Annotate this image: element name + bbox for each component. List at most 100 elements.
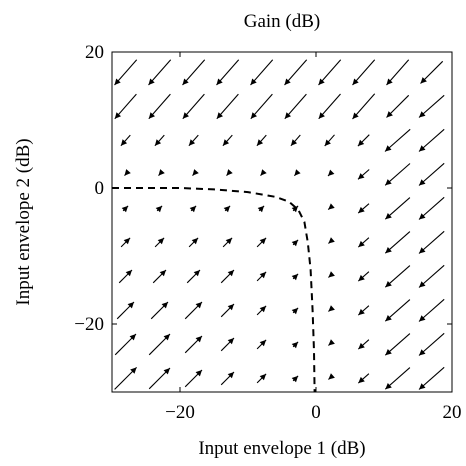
quiver-arrow [257,205,265,213]
quiver-arrow [120,134,131,147]
arrow-head [328,305,335,312]
quiver-arrow [148,93,171,120]
y-axis-label: Input envelope 2 (dB) [13,138,34,305]
quiver-arrow [384,367,411,390]
quiver-arrow [418,230,445,254]
y-tick-label-1: 0 [95,178,105,199]
quiver-arrow [256,237,267,248]
tick-labels: −20 0 20 −20 0 20 [74,42,461,423]
arrow-head [385,383,392,390]
quiver-arrow [220,269,235,284]
quiver-arrow [124,169,131,176]
quiver-arrow [293,169,301,177]
quiver-arrow [418,94,445,118]
quiver-arrow [420,60,444,84]
arrow-head [256,139,264,146]
arrow-head [386,111,393,118]
quiver-arrow [352,59,376,86]
quiver-arrow [184,301,203,320]
quiver-arrow [357,169,370,180]
arrow-head [358,342,365,350]
quiver-arrow [182,59,206,86]
arrow-head [352,78,359,85]
quiver-arrow [148,333,171,356]
arrow-head [120,139,128,146]
quiver-arrow [357,237,370,248]
quiver-arrow [116,301,135,320]
quiver-arrow [384,333,411,356]
arrow-head [291,239,299,247]
quiver-arrow [328,271,335,278]
arrow-field [114,59,445,390]
quiver-arrow [318,59,342,86]
quiver-arrow [327,203,335,211]
quiver-arrow [328,373,335,380]
quiver-arrow [291,205,299,213]
quiver-arrow [384,265,411,288]
arrow-head [259,271,267,279]
quiver-arrow [290,134,301,147]
arrow-head [419,315,426,322]
quiver-arrow [357,305,370,316]
arrow-head [226,169,233,176]
quiver-arrow [352,93,376,120]
quiver-arrow [114,93,137,120]
arrow-head [328,237,335,244]
quiver-arrow [256,271,267,282]
arrow-head [195,336,202,343]
arrow-head [294,169,301,176]
chart-title: Gain (dB) [244,11,321,32]
arrow-head [223,205,231,213]
arrow-head [385,281,392,288]
arrow-head [195,302,202,309]
arrow-head [284,112,291,119]
arrow-head [291,205,299,213]
arrow-head [157,237,165,245]
arrow-head [385,179,392,186]
plot-area [111,51,453,393]
arrow-head [357,139,365,147]
quiver-arrow [154,237,165,248]
quiver-arrow [216,59,240,86]
quiver-arrow [256,305,267,316]
arrow-head [216,112,223,119]
arrow-head [291,375,299,383]
quiver-arrow [216,93,239,120]
quiver-arrow [386,59,410,86]
arrow-head [227,372,234,379]
quiver-arrow [256,373,267,384]
arrow-head [419,349,426,356]
quiver-arrow [284,93,307,120]
quiver-arrow [148,367,171,390]
quiver-arrow [328,237,335,244]
quiver-arrow [154,134,165,147]
arrow-head [385,213,392,220]
arrow-head [125,270,132,277]
quiver-arrow [318,93,341,120]
quiver-arrow [418,366,445,390]
arrow-head [259,373,267,381]
arrow-head [260,169,267,176]
arrow-head [161,302,168,309]
quiver-arrow [328,305,335,312]
quiver-arrow [114,367,137,390]
arrow-head [158,169,165,176]
arrow-head [284,78,291,85]
arrow-head [290,139,298,146]
quiver-arrow [327,169,335,177]
quiver-arrow [418,196,445,220]
arrow-head [291,273,299,281]
arrow-head [129,334,136,341]
quiver-arrow [256,134,267,147]
arrow-head [154,139,162,146]
arrow-head [191,237,199,245]
arrow-head [385,247,392,254]
quiver-arrow [121,205,129,213]
quiver-arrow [192,169,199,176]
y-tick-label-0: −20 [74,314,104,335]
arrow-head [195,370,202,377]
arrow-head [227,338,234,345]
arrow-head [155,205,163,213]
arrow-head [386,78,393,85]
